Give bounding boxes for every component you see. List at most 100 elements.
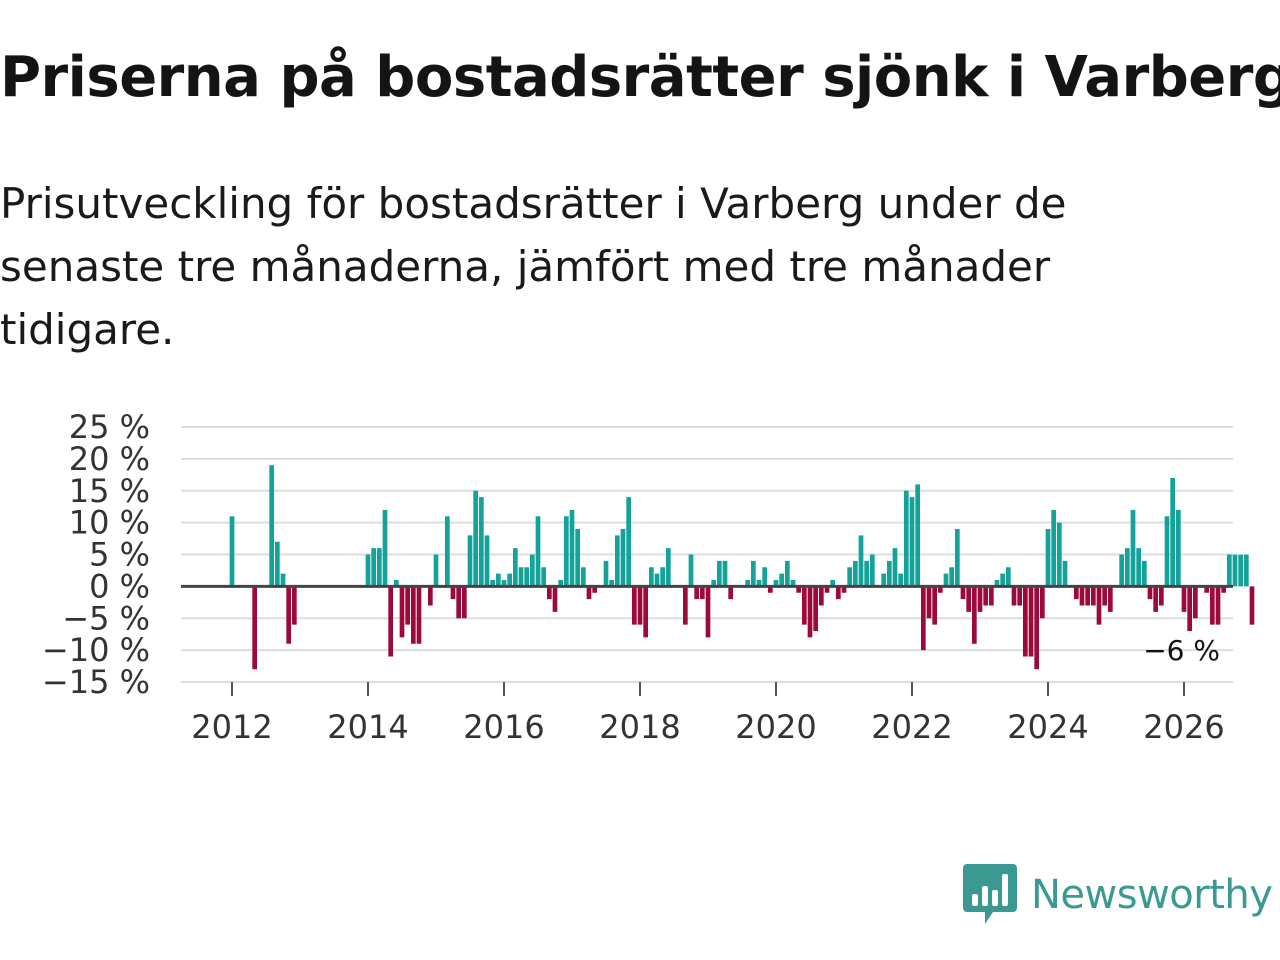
bar — [920, 586, 926, 651]
bar — [971, 586, 977, 644]
bar — [1187, 586, 1193, 632]
bar — [637, 586, 643, 625]
bar — [1249, 586, 1255, 625]
x-axis: 2012 2014 2016 2018 2020 2022 2024 2026 — [191, 682, 1225, 746]
bar — [966, 586, 972, 612]
bar — [1107, 586, 1113, 612]
x-tick-label: 2016 — [463, 708, 544, 746]
bar — [393, 580, 399, 587]
x-tick-label: 2024 — [1007, 708, 1088, 746]
bar — [864, 560, 870, 587]
newsworthy-logo[interactable]: Newsworthy — [963, 862, 1273, 928]
bar — [818, 586, 824, 606]
bar — [1096, 586, 1102, 625]
bar — [926, 586, 932, 619]
bar — [1164, 516, 1170, 587]
bar — [280, 573, 286, 587]
bar — [512, 548, 518, 587]
bar — [1192, 586, 1198, 619]
y-tick-label: −5 % — [62, 599, 150, 637]
bar — [1051, 509, 1057, 587]
bar — [563, 516, 569, 587]
bar — [1085, 586, 1091, 606]
bar — [1136, 548, 1142, 587]
bar — [495, 573, 501, 587]
bar — [461, 586, 467, 619]
bar — [643, 586, 649, 638]
bar — [450, 586, 456, 600]
bar — [569, 509, 575, 587]
bar — [473, 490, 479, 587]
bar — [575, 529, 581, 587]
bar — [716, 560, 722, 587]
bar — [592, 586, 598, 593]
bar — [388, 586, 394, 657]
bar — [807, 586, 813, 638]
bar — [507, 573, 513, 587]
bar — [1158, 586, 1164, 606]
bar — [745, 580, 751, 587]
x-tick-label: 2020 — [735, 708, 816, 746]
bar — [291, 586, 297, 625]
bar — [1226, 554, 1232, 587]
bar — [467, 535, 473, 587]
bar — [903, 490, 909, 587]
bar — [682, 586, 688, 625]
bar — [535, 516, 541, 587]
bar — [1028, 586, 1034, 657]
bar — [1039, 586, 1045, 619]
last-value-label: −6 % — [1143, 634, 1220, 667]
bar — [949, 567, 955, 587]
bar — [1022, 586, 1028, 657]
bar — [1119, 554, 1125, 587]
bar — [518, 567, 524, 587]
bar — [269, 465, 275, 587]
bar — [665, 548, 671, 587]
bar — [830, 580, 836, 587]
bar — [728, 586, 734, 600]
bar — [365, 554, 371, 587]
bar — [1079, 586, 1085, 606]
bar — [813, 586, 819, 632]
bar — [1181, 586, 1187, 612]
bar — [1073, 586, 1079, 600]
bar — [444, 516, 450, 587]
bar — [376, 548, 382, 587]
bar — [648, 567, 654, 587]
y-axis: 25 %20 %15 %10 %5 %0 %−5 %−10 %−15 % — [42, 408, 150, 701]
bar — [586, 586, 592, 600]
bar — [694, 586, 700, 600]
bar — [1056, 522, 1062, 587]
bar — [631, 586, 637, 625]
bar — [1045, 529, 1051, 587]
bar — [750, 560, 756, 587]
bar — [847, 567, 853, 587]
bar — [1011, 586, 1017, 606]
bar — [801, 586, 807, 625]
bar — [1243, 554, 1249, 587]
bar — [784, 560, 790, 587]
bar — [824, 586, 830, 593]
x-tick-label: 2018 — [599, 708, 680, 746]
bar — [478, 497, 484, 587]
y-tick-label: 10 % — [69, 504, 150, 542]
x-tick-label: 2012 — [191, 708, 272, 746]
bar — [943, 573, 949, 587]
bar — [405, 586, 411, 625]
bar — [796, 586, 802, 593]
bar — [937, 586, 943, 593]
bar — [654, 573, 660, 587]
bar — [1005, 567, 1011, 587]
bar — [954, 529, 960, 587]
bar — [994, 580, 1000, 587]
bar — [620, 529, 626, 587]
bar — [960, 586, 966, 600]
x-tick-label: 2026 — [1143, 708, 1224, 746]
bar — [546, 586, 552, 600]
chart-subtitle: Prisutveckling för bostadsrätter i Varbe… — [0, 179, 1067, 354]
bar — [286, 586, 292, 644]
bar — [1209, 586, 1215, 625]
bar — [274, 541, 280, 587]
y-tick-label: 25 % — [69, 408, 150, 446]
bar — [399, 586, 405, 638]
